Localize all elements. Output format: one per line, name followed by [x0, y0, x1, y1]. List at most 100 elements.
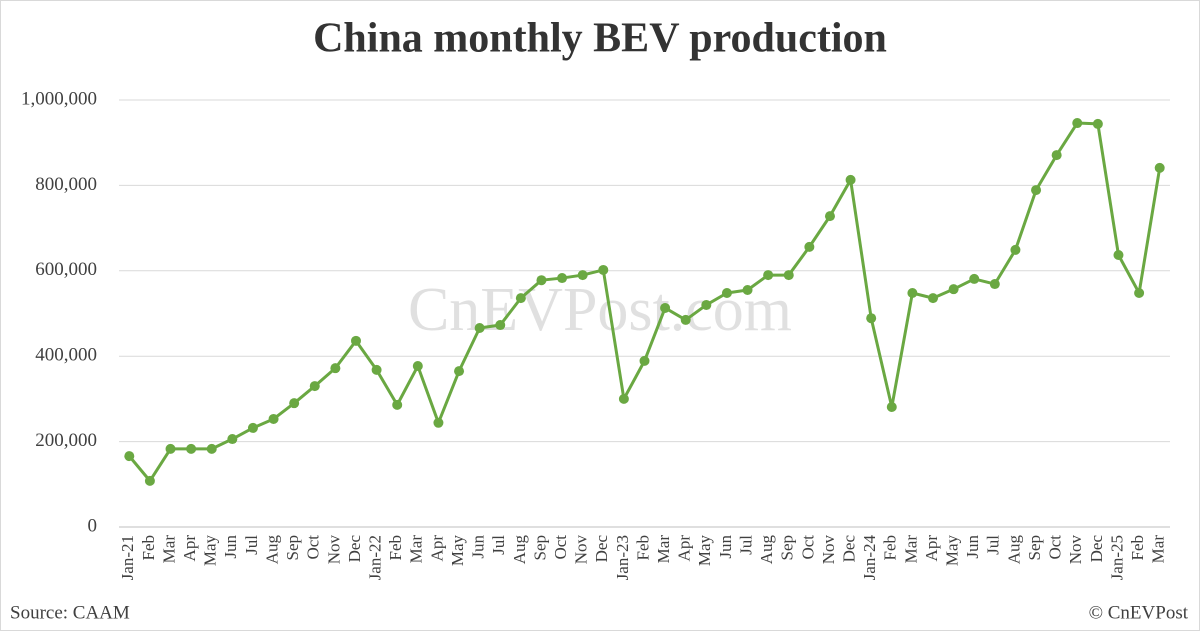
credit: © CnEVPost	[1089, 602, 1189, 623]
point	[289, 398, 300, 409]
x-tick-label: Jan-22	[366, 535, 385, 580]
point	[350, 335, 361, 346]
point	[886, 402, 897, 413]
x-tick-label: Dec	[1087, 535, 1106, 563]
point	[1134, 288, 1145, 299]
point	[1010, 244, 1021, 255]
y-tick-label: 600,000	[35, 259, 97, 280]
point	[309, 381, 320, 392]
point	[928, 293, 939, 304]
y-tick-label: 1,000,000	[21, 88, 97, 109]
point	[577, 270, 588, 281]
x-tick-label: Feb	[881, 535, 900, 561]
x-tick-label: Jul	[736, 535, 755, 555]
point	[227, 434, 238, 445]
x-tick-label: Jun	[469, 535, 488, 559]
point	[660, 302, 671, 313]
x-tick-label: Jan-23	[613, 535, 632, 580]
watermark: CnEVPost.com	[408, 276, 792, 344]
x-tick-label: Nov	[819, 535, 838, 565]
point	[144, 475, 155, 486]
point	[845, 174, 856, 185]
x-tick-label: May	[448, 535, 467, 567]
x-tick-label: Feb	[633, 535, 652, 561]
y-tick-label: 0	[88, 515, 98, 536]
point	[536, 275, 547, 286]
x-tick-label: Aug	[757, 535, 776, 565]
point	[186, 443, 197, 454]
point	[598, 264, 609, 275]
point	[392, 399, 403, 410]
x-tick-label: Dec	[592, 535, 611, 563]
x-tick-label: Aug	[1004, 535, 1023, 565]
y-tick-label: 400,000	[35, 345, 97, 366]
x-tick-label: May	[943, 535, 962, 567]
x-tick-label: Jun	[963, 535, 982, 559]
x-tick-label: Oct	[1046, 535, 1065, 560]
x-tick-label: Aug	[510, 535, 529, 565]
x-tick-label: Mar	[654, 535, 673, 564]
y-tick-label: 200,000	[35, 430, 97, 451]
point	[866, 313, 877, 324]
x-tick-label: Apr	[427, 535, 446, 562]
point	[557, 273, 568, 284]
point	[680, 314, 691, 325]
point	[247, 422, 258, 433]
point	[907, 288, 918, 299]
point	[330, 363, 341, 374]
x-tick-label: Jul	[242, 535, 261, 555]
chart-title: China monthly BEV production	[313, 16, 887, 62]
point	[1154, 162, 1165, 173]
x-tick-label: Jun	[221, 535, 240, 559]
x-tick-label: May	[201, 535, 220, 567]
point	[763, 270, 774, 281]
x-tick-label: Nov	[1066, 535, 1085, 565]
point	[124, 451, 135, 462]
x-tick-label: Nov	[572, 535, 591, 565]
x-tick-label: Mar	[407, 535, 426, 564]
x-tick-label: Jul	[984, 535, 1003, 555]
point	[618, 393, 629, 404]
x-tick-label: Oct	[551, 535, 570, 560]
x-tick-label: Sep	[530, 535, 549, 561]
x-tick-label: Mar	[1149, 535, 1168, 564]
point	[804, 241, 815, 252]
x-tick-label: Apr	[675, 535, 694, 562]
point	[454, 366, 465, 377]
x-tick-label: Oct	[304, 535, 323, 560]
point	[1113, 250, 1124, 261]
x-tick-label: Jan-21	[118, 535, 137, 580]
x-tick-label: Apr	[922, 535, 941, 562]
x-tick-label: Jul	[489, 535, 508, 555]
x-tick-label: May	[695, 535, 714, 567]
x-tick-label: Feb	[139, 535, 158, 561]
point	[1031, 185, 1042, 196]
point	[969, 273, 980, 284]
y-tick-label: 800,000	[35, 174, 97, 195]
point	[721, 288, 732, 299]
point	[206, 443, 217, 454]
point	[701, 299, 712, 310]
x-tick-label: Jan-25	[1107, 535, 1126, 580]
point	[433, 417, 444, 428]
point	[948, 284, 959, 295]
point	[371, 364, 382, 375]
point	[1092, 118, 1103, 129]
point	[989, 279, 1000, 290]
point	[515, 293, 526, 304]
x-tick-label: Sep	[778, 535, 797, 561]
point	[495, 320, 506, 331]
point	[412, 361, 423, 372]
point	[1051, 150, 1062, 161]
point	[639, 355, 650, 366]
x-tick-label: Mar	[159, 535, 178, 564]
x-tick-label: Sep	[283, 535, 302, 561]
point	[783, 270, 794, 281]
x-tick-label: Jan-24	[860, 535, 879, 581]
x-tick-label: Feb	[386, 535, 405, 561]
x-tick-label: Mar	[901, 535, 920, 564]
point	[474, 323, 485, 334]
x-tick-label: Apr	[180, 535, 199, 562]
